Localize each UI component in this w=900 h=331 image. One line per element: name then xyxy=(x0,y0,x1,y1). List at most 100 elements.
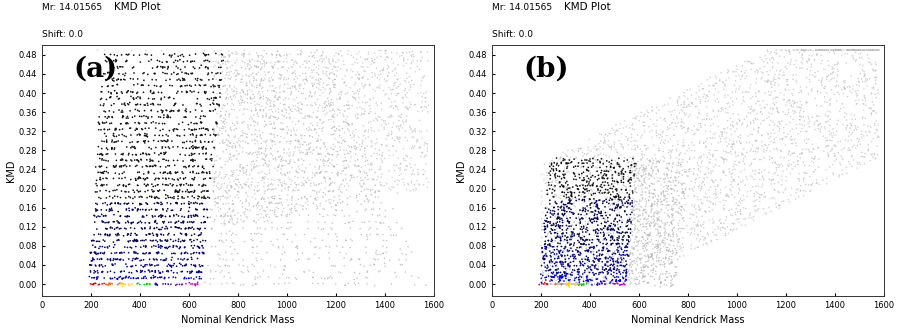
Point xyxy=(605,202,619,207)
Point xyxy=(212,83,227,88)
Point xyxy=(570,280,584,286)
Point xyxy=(791,131,806,136)
Point xyxy=(648,244,662,250)
Point xyxy=(187,250,202,255)
Point xyxy=(328,77,342,82)
Point xyxy=(110,64,124,70)
Point xyxy=(534,243,548,248)
Point xyxy=(635,235,650,240)
Point xyxy=(149,225,164,230)
Point xyxy=(248,127,263,133)
Point xyxy=(796,114,811,119)
Point xyxy=(213,115,228,120)
Point xyxy=(392,118,406,123)
Point xyxy=(557,166,572,172)
Point xyxy=(561,271,575,276)
Point xyxy=(122,126,137,131)
Point xyxy=(572,149,586,154)
Point xyxy=(364,206,379,212)
Point xyxy=(236,210,250,215)
Point xyxy=(635,119,650,125)
Point xyxy=(557,194,572,199)
Point xyxy=(615,237,629,242)
Point xyxy=(566,259,580,264)
Point xyxy=(212,65,227,71)
Point xyxy=(154,232,168,237)
Point xyxy=(636,207,651,212)
Point xyxy=(661,102,675,107)
Point xyxy=(652,131,666,137)
Point xyxy=(99,213,113,218)
Point xyxy=(384,132,399,137)
Point xyxy=(261,187,275,192)
Point xyxy=(540,254,554,259)
Point xyxy=(863,124,878,130)
Point xyxy=(101,114,115,119)
Point xyxy=(716,130,730,136)
Point xyxy=(256,108,270,113)
Point xyxy=(157,138,171,143)
Point xyxy=(135,238,149,243)
Point xyxy=(188,138,202,143)
Point xyxy=(327,164,341,169)
Point xyxy=(258,209,273,214)
Point xyxy=(150,282,165,288)
Point xyxy=(369,66,383,71)
Point xyxy=(322,256,337,261)
Point xyxy=(564,190,579,195)
Point xyxy=(567,231,581,237)
Point xyxy=(696,179,710,184)
Point xyxy=(107,165,122,170)
Point xyxy=(545,250,560,255)
Point xyxy=(156,139,170,144)
Point xyxy=(155,144,169,150)
Point xyxy=(98,213,112,218)
Point xyxy=(109,232,123,237)
Point xyxy=(130,90,145,95)
Point xyxy=(173,244,187,250)
Point xyxy=(155,244,169,249)
Point xyxy=(280,226,294,231)
Point xyxy=(590,222,605,228)
Point xyxy=(280,52,294,57)
Point xyxy=(726,221,741,226)
Point xyxy=(627,180,642,185)
Point xyxy=(225,87,239,92)
Point xyxy=(604,147,618,152)
Point xyxy=(190,270,204,275)
Point xyxy=(114,188,129,194)
Point xyxy=(328,60,343,65)
Point xyxy=(540,183,554,189)
Point xyxy=(165,251,179,256)
Point xyxy=(263,79,277,84)
Point xyxy=(381,73,395,79)
Point xyxy=(93,156,107,161)
Point xyxy=(233,162,248,167)
Point xyxy=(138,133,152,138)
Point xyxy=(416,172,430,177)
Point xyxy=(275,65,290,70)
Point xyxy=(111,194,125,199)
Point xyxy=(241,124,256,130)
Point xyxy=(298,77,312,82)
Point xyxy=(320,69,334,74)
Point xyxy=(174,251,188,257)
Point xyxy=(565,196,580,202)
Point xyxy=(592,281,607,287)
Point xyxy=(557,269,572,275)
Point xyxy=(722,150,736,156)
Point xyxy=(548,171,562,176)
Point xyxy=(307,172,321,177)
Point xyxy=(636,221,651,227)
Point xyxy=(240,100,255,105)
Point xyxy=(679,202,693,207)
Point xyxy=(553,169,567,174)
Point xyxy=(280,139,294,144)
Point xyxy=(692,111,706,117)
Point xyxy=(614,231,628,236)
Point xyxy=(560,204,574,209)
Point xyxy=(644,223,658,228)
Point xyxy=(843,121,858,126)
Point xyxy=(283,105,297,110)
Point xyxy=(248,274,262,279)
